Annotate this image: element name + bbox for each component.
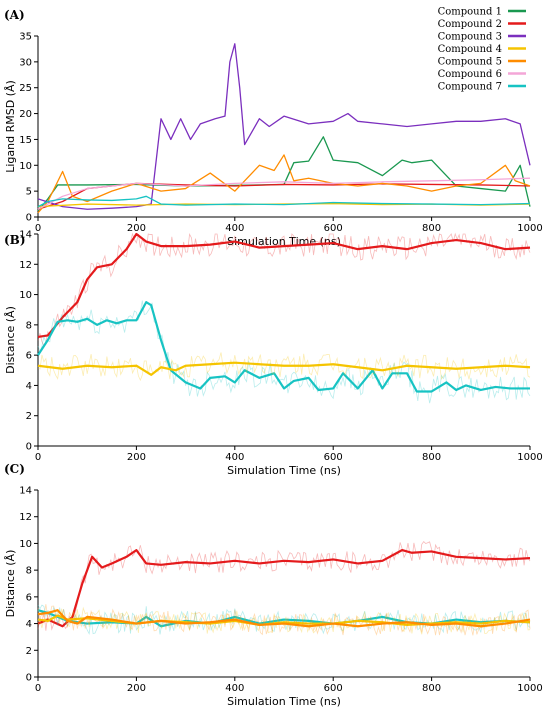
x-tick-label: 800	[422, 683, 441, 694]
y-tick-label: 4	[26, 619, 32, 630]
x-tick-label: 600	[324, 452, 343, 463]
y-axis-label: Distance (Å)	[4, 306, 17, 374]
x-tick-label: 0	[35, 223, 41, 234]
series-0-line	[37, 549, 531, 628]
x-axis-label: Simulation Time (ns)	[227, 695, 341, 708]
panel-label: (A)	[4, 8, 25, 22]
x-tick-label: 1000	[517, 223, 542, 234]
panel-label: (B)	[4, 233, 26, 247]
x-tick-label: 400	[225, 683, 244, 694]
legend-label: Compound 2	[438, 19, 502, 30]
x-tick-label: 0	[35, 452, 41, 463]
y-tick-label: 15	[19, 135, 32, 146]
series-2-line	[37, 43, 531, 210]
y-tick-label: 8	[26, 320, 32, 331]
x-tick-label: 1000	[517, 683, 542, 694]
y-tick-label: 30	[19, 57, 32, 68]
x-tick-label: 400	[225, 452, 244, 463]
panel-2: (C) 0 200 400 600 800 1000 0 2 4 6 8 10 12 14 Simulatio…	[4, 462, 543, 708]
y-tick-label: 2	[26, 411, 32, 422]
y-tick-label: 10	[19, 161, 32, 172]
legend-label: Compound 6	[438, 69, 502, 80]
series-2-raw-line	[37, 606, 531, 635]
panel-0: (A)0 200 400 600 800 100005101520253035Simula…	[4, 7, 543, 249]
y-tick-label: 12	[19, 260, 32, 271]
series-0-line	[37, 232, 531, 339]
y-tick-label: 14	[19, 486, 32, 497]
legend-label: Compound 4	[438, 44, 502, 55]
y-tick-label: 0	[26, 673, 32, 684]
x-tick-label: 600	[324, 683, 343, 694]
series-0-raw-line	[37, 232, 531, 347]
y-tick-label: 20	[19, 109, 32, 120]
y-tick-label: 14	[19, 230, 32, 241]
y-tick-label: 8	[26, 566, 32, 577]
series-3-raw-line	[37, 604, 531, 636]
x-tick-label: 600	[324, 223, 343, 234]
y-tick-label: 12	[19, 512, 32, 523]
series-3-line	[37, 609, 531, 628]
x-tick-label: 200	[127, 223, 146, 234]
series-1-line	[37, 301, 530, 393]
panel-1: (B) 0 200 400 600 800 1000 0 2 4 6 8 10 12 14 Simulatio…	[4, 230, 543, 478]
y-tick-label: 5	[26, 187, 32, 198]
panel-label: (C)	[4, 462, 25, 476]
y-tick-label: 0	[26, 213, 32, 224]
series-1-line	[37, 182, 531, 210]
x-tick-label: 200	[127, 452, 146, 463]
x-tick-label: 1000	[517, 452, 542, 463]
series-5-line	[37, 177, 531, 210]
y-tick-label: 10	[19, 539, 32, 550]
series-2-raw-line	[37, 352, 531, 382]
y-axis-label: Ligand RMSD (Å)	[4, 80, 17, 173]
y-tick-label: 10	[19, 290, 32, 301]
legend-label: Compound 7	[438, 82, 502, 93]
series-2-line	[37, 361, 531, 376]
y-tick-label: 35	[19, 32, 32, 43]
x-tick-label: 800	[422, 223, 441, 234]
x-tick-label: 400	[225, 223, 244, 234]
y-tick-label: 6	[26, 351, 32, 362]
x-tick-label: 800	[422, 452, 441, 463]
y-tick-label: 4	[26, 381, 32, 392]
y-tick-label: 25	[19, 83, 32, 94]
y-tick-label: 2	[26, 646, 32, 657]
x-axis-label: Simulation Time (ns)	[227, 464, 341, 477]
legend-label: Compound 5	[438, 57, 502, 68]
series-0-line	[37, 136, 531, 212]
series-6-line	[37, 195, 531, 208]
x-tick-label: 200	[127, 683, 146, 694]
legend-label: Compound 1	[438, 7, 502, 18]
x-tick-label: 0	[35, 683, 41, 694]
y-tick-label: 6	[26, 592, 32, 603]
y-axis-label: Distance (Å)	[4, 550, 17, 618]
y-tick-label: 0	[26, 442, 32, 453]
legend-label: Compound 3	[438, 32, 502, 43]
